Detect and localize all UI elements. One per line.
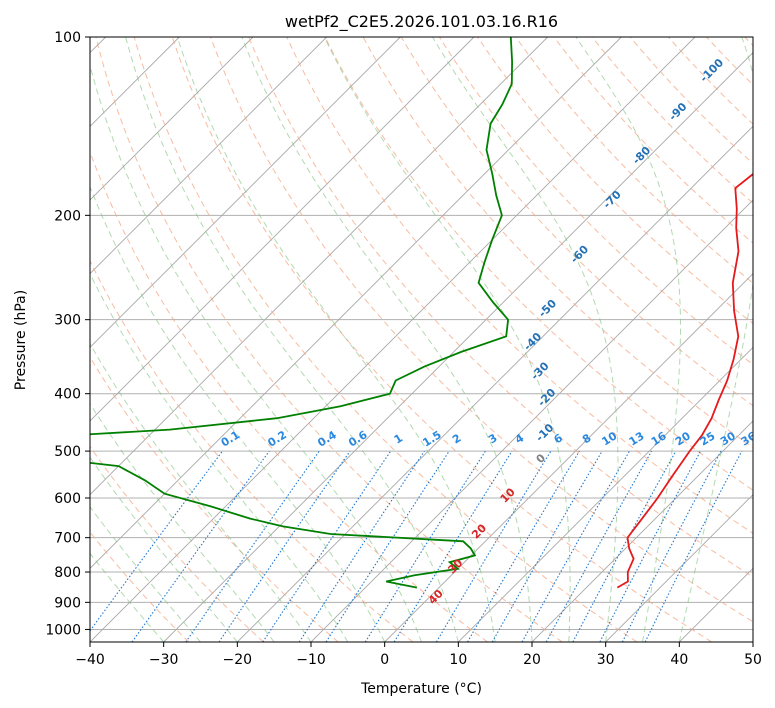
isotherm-line — [458, 346, 753, 642]
sounding-series — [90, 37, 753, 589]
mixing-ratio-line — [131, 450, 270, 642]
moist-adiabat-line — [575, 37, 681, 642]
x-tick-label: 0 — [380, 652, 389, 668]
y-tick-label: 600 — [54, 491, 81, 507]
y-tick-label: 400 — [54, 387, 81, 403]
moist-adiabat-line — [90, 185, 386, 642]
x-tick-label: −20 — [223, 652, 253, 668]
x-tick-label: 50 — [744, 652, 762, 668]
y-tick-label: 700 — [54, 531, 81, 547]
y-tick-label: 800 — [54, 565, 81, 581]
dry-adiabat-line — [400, 37, 753, 407]
x-tick-label: −30 — [149, 652, 179, 668]
isobar-gridlines — [90, 37, 753, 630]
mixing-ratio-line — [599, 450, 701, 642]
x-tick-label: 20 — [523, 652, 541, 668]
moist-adiabat-line — [176, 37, 496, 642]
dry-adiabat-line — [95, 37, 563, 642]
x-tick-label: −10 — [296, 652, 326, 668]
skewed-isotherms — [90, 37, 753, 642]
mixing-ratio-line — [325, 450, 450, 642]
y-tick-label: 1000 — [45, 622, 81, 638]
y-tick-label: 300 — [54, 313, 81, 329]
isotherm-line — [90, 37, 254, 201]
x-tick-label: 10 — [449, 652, 467, 668]
isotherm-line — [90, 37, 548, 496]
dry-adiabat-line — [477, 37, 753, 325]
mixing-ratio-lines — [90, 450, 743, 642]
moist-adiabat-line — [241, 37, 533, 642]
moist-adiabats — [90, 37, 753, 642]
temperature-profile-line — [616, 172, 753, 589]
dry-adiabat-line — [591, 37, 753, 204]
y-axis-ticks: 100 200 300 400 500 600 700 800 900 1000 — [45, 30, 90, 638]
isotherm-line — [90, 37, 401, 348]
isotherm-line — [90, 37, 696, 642]
moist-adiabat-line — [125, 37, 459, 642]
isotherm-line — [90, 37, 327, 275]
mixing-ratio-line — [298, 450, 425, 642]
moist-adiabat-line — [90, 63, 422, 642]
mixing-ratio-line — [262, 450, 392, 642]
dewpoint-profile-line — [90, 37, 514, 589]
mixing-ratio-line — [90, 450, 223, 632]
y-tick-label: 200 — [54, 208, 81, 224]
dry-adiabat-line — [90, 259, 414, 642]
moist-adiabat-line — [90, 272, 349, 642]
x-axis-label: Temperature (°C) — [360, 681, 482, 697]
y-tick-label: 500 — [54, 444, 81, 460]
mixing-ratio-line — [218, 450, 351, 642]
isotherm-line — [384, 273, 753, 642]
x-tick-label: −40 — [75, 652, 105, 668]
mixing-ratio-line — [621, 450, 722, 642]
chart-title: wetPf2_C2E5.2026.101.03.16.R16 — [285, 12, 558, 32]
isotherm-line — [90, 37, 475, 422]
y-axis-label: Pressure (hPa) — [13, 290, 29, 390]
x-axis-ticks: −40 −30 −20 −10 0 10 20 30 40 50 — [75, 642, 762, 668]
dry-adiabat-line — [210, 37, 753, 623]
isotherm-line — [237, 125, 753, 642]
y-tick-label: 100 — [54, 30, 81, 46]
dry-adiabat-line — [133, 37, 638, 642]
x-tick-label: 40 — [670, 652, 688, 668]
isotherm-line — [90, 37, 622, 569]
isotherm-line — [531, 420, 753, 642]
moist-adiabat-line — [90, 456, 238, 642]
moist-adiabat-line — [90, 402, 275, 642]
mixing-ratio-line — [572, 450, 677, 642]
isotherm-line — [163, 52, 753, 642]
mixing-ratio-line — [521, 450, 630, 642]
moist-adiabat-line — [90, 506, 201, 642]
dry-adiabat-line — [90, 445, 264, 642]
dry-adiabat-line — [324, 37, 753, 491]
mixing-ratio-line — [545, 450, 653, 642]
x-tick-label: 30 — [597, 652, 615, 668]
moist-adiabat-line — [323, 37, 571, 642]
y-tick-label: 900 — [54, 595, 81, 611]
mixing-ratio-line — [644, 450, 743, 642]
dry-adiabat-line — [629, 37, 753, 165]
mixing-ratio-line — [185, 450, 320, 642]
plot-frame — [89, 36, 754, 643]
mixing-ratio-line — [435, 450, 552, 642]
mixing-ratio-line — [364, 450, 486, 642]
isotherm-line — [605, 494, 753, 642]
dry-adiabat-line — [362, 37, 753, 449]
moist-adiabat-line — [432, 37, 619, 642]
mixing-ratio-line — [393, 450, 513, 642]
dry-adiabat-line — [515, 37, 753, 284]
moist-adiabat-line — [678, 37, 753, 642]
dry-adiabat-line — [248, 37, 753, 578]
